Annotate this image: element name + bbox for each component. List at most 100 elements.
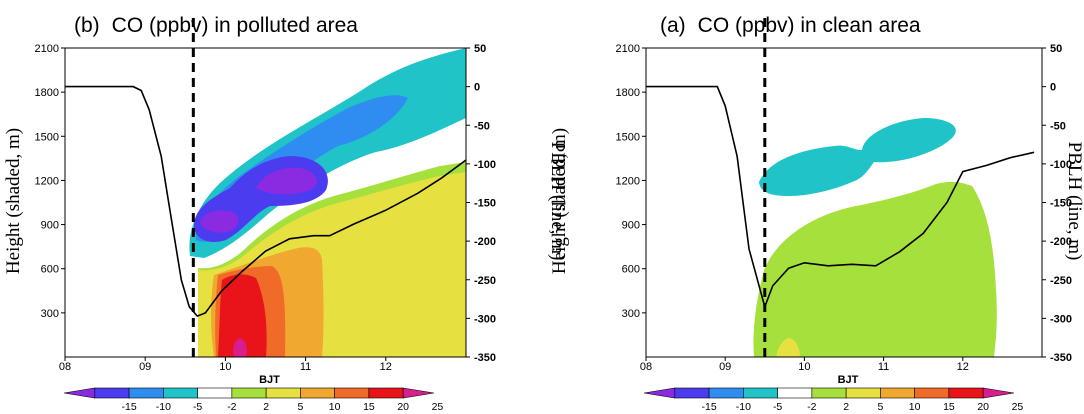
y-tick-label-left: 900 (622, 220, 640, 232)
y-tick-label-right: -350 (1050, 352, 1072, 364)
contour-region-pos25 (233, 338, 247, 357)
y-tick-label-left: 2100 (35, 43, 59, 55)
y-tick-label-left: 1800 (616, 87, 640, 99)
y-tick-label-left: 2100 (616, 43, 640, 55)
chart-svg: 300 600 900 1200 1500 1800 2100 50 0 -50 -100 -150 -… (35, 18, 496, 413)
y-tick-label-right: -300 (474, 313, 496, 325)
colorbar-tick-label: -5 (193, 401, 202, 413)
colorbar-swatch (368, 387, 404, 399)
y-tick-label-right: -100 (474, 159, 496, 171)
y-tick-label-right: -100 (1050, 159, 1072, 171)
colorbar-tick-label: 10 (329, 401, 341, 413)
y-tick-label-left: 1200 (616, 175, 640, 187)
colorbar-tick-label: 15 (943, 401, 955, 413)
x-tick-label: 11 (878, 361, 889, 373)
panel-label: (a) (660, 14, 686, 37)
y-tick-label-right: -50 (474, 120, 490, 132)
contour-region-pos20 (218, 274, 267, 357)
y-tick-label-right: -50 (1050, 120, 1066, 132)
y-tick-label-left: 1200 (35, 175, 59, 187)
colorbar-tick-label: 5 (877, 401, 883, 413)
colorbar-swatch (811, 387, 847, 399)
contour-fills (65, 48, 466, 357)
panel-label: (b) (74, 14, 100, 37)
colorbar-tick-label: -15 (121, 401, 136, 413)
y-tick-label-left: 1500 (35, 131, 59, 143)
y-tick-label-left: 600 (41, 264, 59, 276)
colorbar-tick-label: 5 (297, 401, 303, 413)
chart-panel-polluted: (b) CO (ppbv) in polluted area Height (sh… (0, 0, 568, 414)
x-tick-label: 08 (640, 361, 652, 373)
colorbar-tick-label: 10 (909, 401, 921, 413)
colorbar-swatch (265, 387, 301, 399)
pblh-line (65, 85, 466, 318)
y-tick-label-right: 0 (474, 82, 480, 94)
y-tick-label-left: 300 (41, 308, 59, 320)
colorbar-tick-label: 15 (363, 401, 375, 413)
colorbar-tick-label: -2 (807, 401, 816, 413)
colorbar-arrow-high (402, 387, 435, 399)
colorbar-tick-label: -5 (773, 401, 782, 413)
colorbar-swatch (674, 387, 710, 399)
colorbar-tick-label: -10 (736, 401, 751, 413)
title-text: CO (ppbv) in clean area (697, 14, 921, 37)
colorbar-swatch (300, 387, 335, 399)
chart-panel-clean: (a) CO (ppbv) in clean area Height (shade… (546, 0, 1084, 414)
colorbar-tick-label: 25 (432, 401, 444, 413)
chart-svg: 300 600 900 1200 1500 1800 2100 50 0 -50 -100 -150 -… (616, 18, 1072, 413)
y-tick-label-right: 0 (1050, 82, 1056, 94)
x-tick-label: 11 (300, 361, 311, 373)
x-tick-label: 09 (139, 361, 151, 373)
x-tick-label: 08 (59, 361, 71, 373)
contour-region-pos2 (753, 181, 997, 357)
y-tick-label-left: 900 (41, 220, 59, 232)
colorbar-tick-label: 2 (263, 401, 269, 413)
chart-title: (b) CO (ppbv) in polluted area (74, 14, 358, 38)
colorbar-swatch (94, 387, 130, 399)
contour-region-neg2 (759, 118, 956, 196)
colorbar-arrow-low (63, 387, 96, 399)
contour-region-neg15 (200, 210, 239, 233)
colorbar-swatch (845, 387, 881, 399)
chart-title: (a) CO (ppbv) in clean area (660, 14, 921, 38)
y-tick-label-right: -200 (474, 236, 496, 248)
contour-region-neg15 (256, 167, 317, 195)
y-tick-label-right: -250 (474, 275, 496, 287)
colorbar-swatch (948, 387, 984, 399)
colorbar: -15 -10 -5 -2 2 5 10 15 20 25 (63, 387, 444, 413)
title-text: CO (ppbv) in polluted area (111, 14, 358, 37)
colorbar-tick-label: -15 (701, 401, 716, 413)
y-tick-label-right: 50 (474, 43, 486, 55)
x-tick-label: 10 (219, 361, 231, 373)
colorbar-swatch (914, 387, 950, 399)
y-tick-label-left: 600 (622, 264, 640, 276)
colorbar-arrow-low (643, 387, 676, 399)
y-tick-label-left: 1500 (616, 131, 640, 143)
y-tick-label-right: -200 (1050, 236, 1072, 248)
colorbar-tick-label: 25 (1012, 401, 1024, 413)
colorbar-swatch (128, 387, 164, 399)
colorbar-tick-label: -2 (227, 401, 236, 413)
colorbar-tick-label: 2 (843, 401, 849, 413)
y-tick-label-left: 1800 (35, 87, 59, 99)
colorbar-tick-label: -10 (156, 401, 171, 413)
x-tick-label: 12 (957, 361, 969, 373)
x-axis-title: BJT (838, 374, 859, 386)
x-axis-title: BJT (259, 374, 280, 386)
contour-fills (646, 85, 1035, 357)
colorbar-swatch (880, 387, 915, 399)
y-tick-label-right: 50 (1050, 43, 1062, 55)
contour-region-pos5 (776, 338, 800, 357)
colorbar-swatch (231, 387, 267, 399)
x-tick-label: 12 (380, 361, 392, 373)
colorbar-swatch (743, 387, 778, 399)
x-tick-label: 09 (719, 361, 731, 373)
y-tick-label-left: 300 (622, 308, 640, 320)
colorbar-arrow-high (982, 387, 1015, 399)
colorbar-tick-label: 20 (397, 401, 409, 413)
colorbar-swatch (163, 387, 198, 399)
colorbar-swatch (197, 387, 233, 399)
y-tick-label-right: -250 (1050, 275, 1072, 287)
colorbar: -15 -10 -5 -2 2 5 10 15 20 25 (643, 387, 1024, 413)
colorbar-swatch (777, 387, 813, 399)
